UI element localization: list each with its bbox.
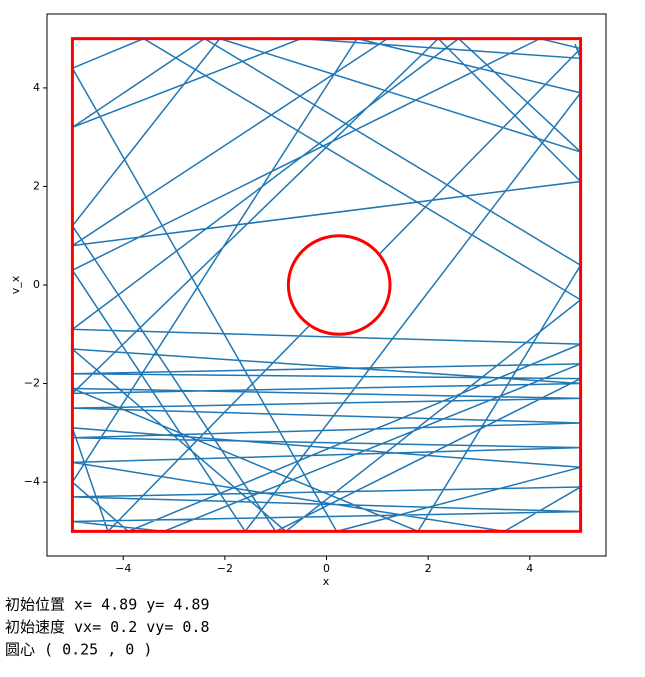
y-tick-label: 0 [33, 278, 40, 291]
y-axis-label: v_x [9, 275, 22, 294]
y-tick-label: −2 [24, 377, 40, 390]
boundary-box [70, 37, 583, 533]
y-tick-label: 4 [33, 81, 40, 94]
x-tick-label: 4 [526, 562, 533, 575]
annotation: 圆心 ( 0.25 , 0 ) [5, 641, 152, 659]
x-axis-label: x [323, 575, 330, 588]
x-tick-label: 0 [323, 562, 330, 575]
obstacle-circle [286, 234, 392, 336]
y-tick-label: 2 [33, 179, 40, 192]
annotation: 初始位置 x= 4.89 y= 4.89 [5, 596, 210, 614]
annotation: 初始速度 vx= 0.2 vy= 0.8 [5, 618, 210, 636]
x-tick-label: −2 [217, 562, 233, 575]
x-tick-label: −4 [115, 562, 131, 575]
x-tick-label: 2 [425, 562, 432, 575]
axes-frame [46, 13, 607, 557]
y-tick-label: −4 [24, 475, 40, 488]
